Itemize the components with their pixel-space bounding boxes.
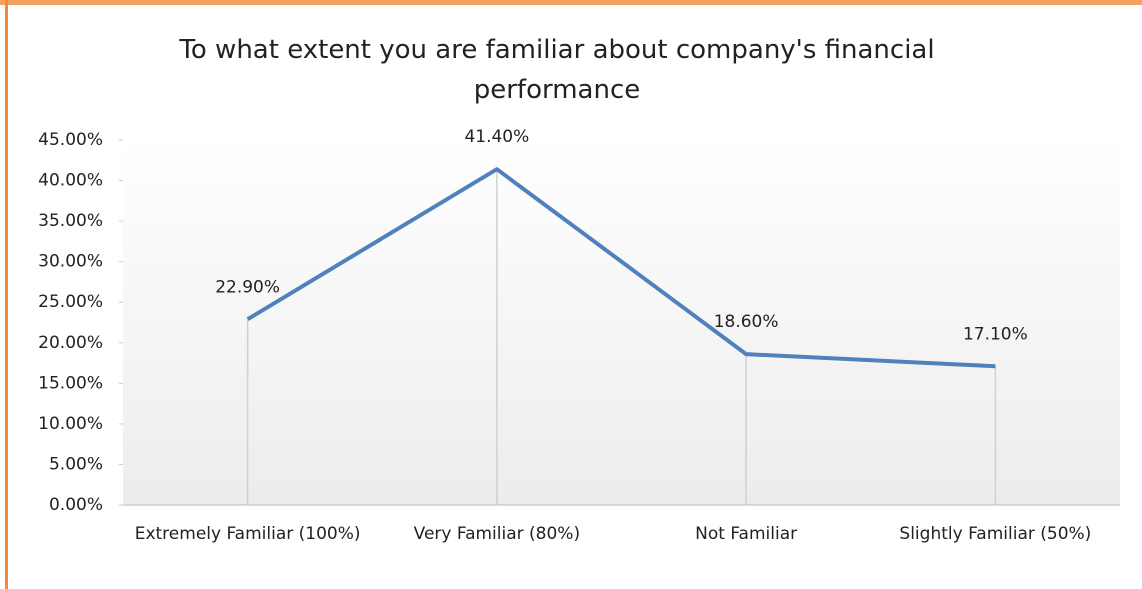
y-tick-label: 10.00% [38,414,103,434]
y-tick-label: 15.00% [38,373,103,393]
x-tick-label: Slightly Familiar (50%) [899,524,1092,544]
data-label: 22.90% [215,277,280,297]
y-tick-label: 25.00% [38,292,103,312]
data-label: 41.40% [464,127,529,147]
data-label: 17.10% [963,324,1028,344]
y-tick-label: 30.00% [38,252,103,272]
y-tick-label: 35.00% [38,211,103,231]
x-tick-label: Not Familiar [695,524,798,544]
plot-area [123,140,1120,505]
top-border [0,0,1142,5]
x-tick-label: Very Familiar (80%) [413,524,581,544]
data-label: 18.60% [714,312,779,332]
y-tick-label: 0.00% [49,495,103,515]
y-tick-label: 40.00% [38,171,103,191]
line-series [246,167,996,369]
x-tick-label: Extremely Familiar (100%) [134,524,361,544]
chart-title: To what extent you are familiar about co… [179,35,935,105]
y-tick-label: 20.00% [38,333,103,353]
y-tick-label: 5.00% [49,454,103,474]
left-border [5,0,8,589]
y-tick-label: 45.00% [38,130,103,150]
